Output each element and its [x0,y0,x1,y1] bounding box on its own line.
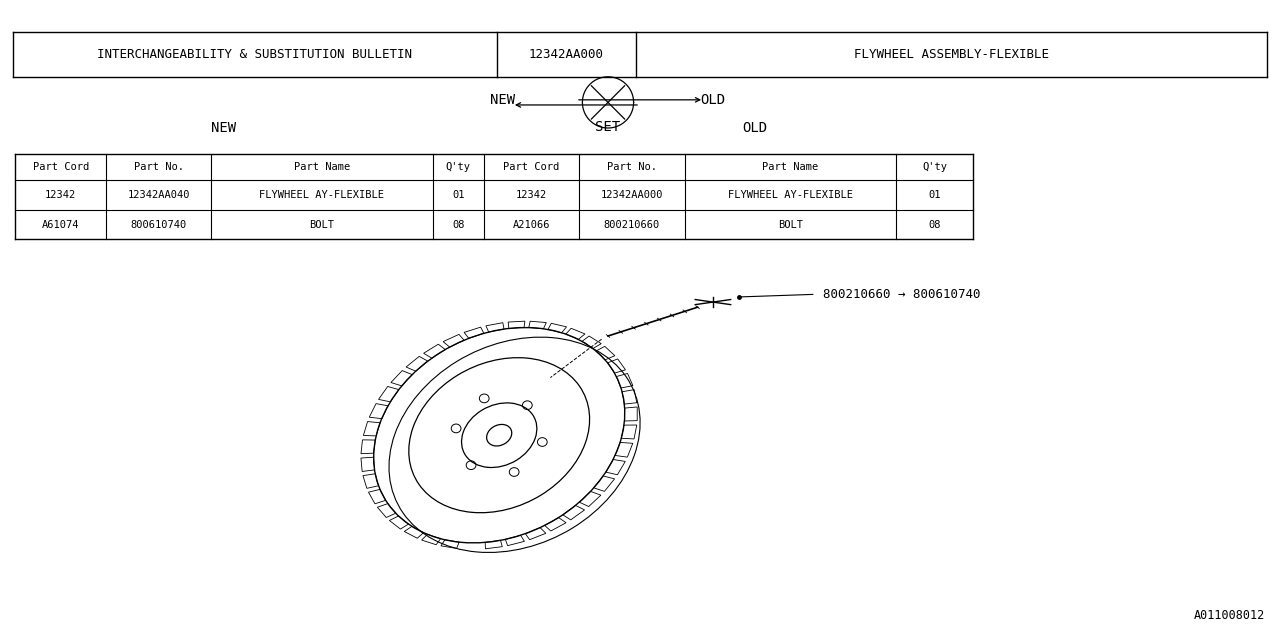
Text: 800210660 → 800610740: 800210660 → 800610740 [823,288,980,301]
Text: NEW: NEW [490,93,516,107]
Text: BOLT: BOLT [310,220,334,230]
Text: Q'ty: Q'ty [445,162,471,172]
Text: 12342AA000: 12342AA000 [600,190,663,200]
Text: 12342: 12342 [45,190,77,200]
Text: 12342: 12342 [516,190,547,200]
Text: A011008012: A011008012 [1193,609,1265,622]
Text: FLYWHEEL AY-FLEXIBLE: FLYWHEEL AY-FLEXIBLE [728,190,852,200]
Text: A61074: A61074 [42,220,79,230]
Text: FLYWHEEL AY-FLEXIBLE: FLYWHEEL AY-FLEXIBLE [260,190,384,200]
Text: INTERCHANGEABILITY & SUBSTITUTION BULLETIN: INTERCHANGEABILITY & SUBSTITUTION BULLET… [97,48,412,61]
Text: FLYWHEEL ASSEMBLY-FLEXIBLE: FLYWHEEL ASSEMBLY-FLEXIBLE [854,48,1050,61]
Text: Part Name: Part Name [763,162,818,172]
Text: NEW: NEW [211,121,237,135]
Text: A21066: A21066 [512,220,550,230]
Text: 800210660: 800210660 [604,220,659,230]
Text: 01: 01 [928,190,941,200]
Text: Part Cord: Part Cord [33,162,88,172]
Text: BOLT: BOLT [778,220,803,230]
Text: 800610740: 800610740 [131,220,187,230]
Text: 08: 08 [928,220,941,230]
Text: Part Name: Part Name [294,162,349,172]
Text: 12342AA000: 12342AA000 [529,48,604,61]
Text: Part No.: Part No. [607,162,657,172]
Text: Part Cord: Part Cord [503,162,559,172]
Text: Q'ty: Q'ty [922,162,947,172]
Text: OLD: OLD [742,121,768,135]
Text: 12342AA040: 12342AA040 [128,190,189,200]
Text: OLD: OLD [700,93,726,107]
Text: Part No.: Part No. [133,162,184,172]
Text: 01: 01 [452,190,465,200]
Text: SET: SET [595,120,621,134]
Text: 08: 08 [452,220,465,230]
